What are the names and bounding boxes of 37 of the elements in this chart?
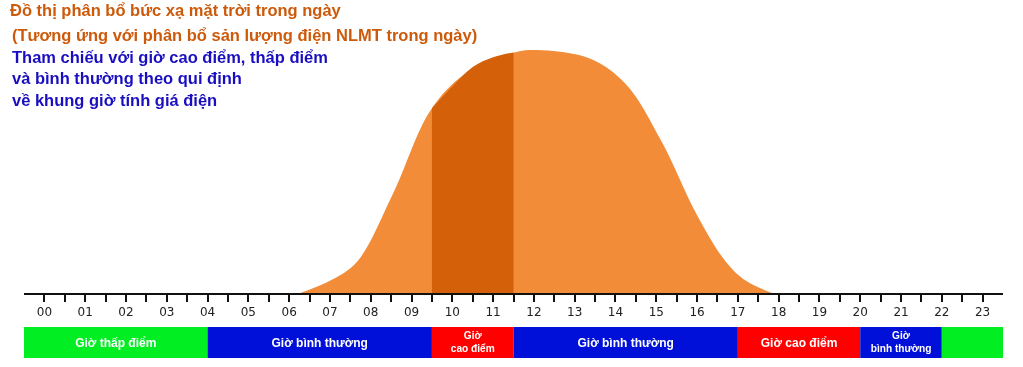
x-tick-label: 22	[934, 305, 950, 320]
x-tick-label: 17	[730, 305, 746, 320]
x-tick-label: 13	[567, 305, 583, 320]
x-tick-label: 08	[363, 305, 379, 320]
series-label: Giờ bình thường	[577, 335, 674, 350]
x-tick-label: 15	[648, 305, 664, 320]
series-label: Giờ thấp điểm	[75, 335, 157, 350]
chart-title: Đồ thị phân bổ bức xạ mặt trời trong ngày	[10, 0, 342, 19]
x-tick-label: 03	[159, 305, 175, 320]
bar	[513, 327, 738, 358]
x-tick-label: 20	[852, 305, 868, 320]
series-label: Giờ cao điểm	[760, 335, 838, 350]
annotation: Tham chiếu với giờ cao điểm, thấp điểm và bình thường theo qui định về khung giờ tính giá điện	[12, 48, 328, 109]
x-tick-label: 09	[403, 305, 420, 320]
x-tick-label: 02	[118, 305, 134, 320]
x-tick-label: 00	[36, 305, 53, 320]
x-tick-label: 23	[974, 305, 991, 320]
series-label: Giờ cao điểm	[450, 330, 495, 355]
bar	[207, 327, 432, 358]
x-tick-label: 05	[240, 305, 256, 320]
x-tick-label: 01	[77, 305, 93, 320]
x-tick-label: 12	[526, 305, 542, 320]
bar	[941, 327, 1003, 358]
x-tick-label: 11	[485, 305, 501, 320]
x-tick-label: 04	[199, 305, 216, 320]
x-tick-label: 07	[322, 305, 338, 320]
bar	[24, 327, 208, 358]
x-tick-label: 10	[444, 305, 460, 320]
x-tick-label: 21	[893, 305, 909, 320]
x-tick-label: 06	[281, 305, 297, 320]
x-tick-label: 14	[607, 305, 624, 320]
x-tick-label: 16	[689, 305, 705, 320]
series-label: Giờ bình thường	[870, 330, 932, 355]
chart-subtitle: (Tương ứng với phân bổ sản lượng điện NLMT trong ngày)	[12, 26, 478, 44]
x-tick-label: 19	[811, 305, 828, 320]
series-label: Giờ bình thường	[271, 335, 368, 350]
x-tick-label: 18	[771, 305, 787, 320]
